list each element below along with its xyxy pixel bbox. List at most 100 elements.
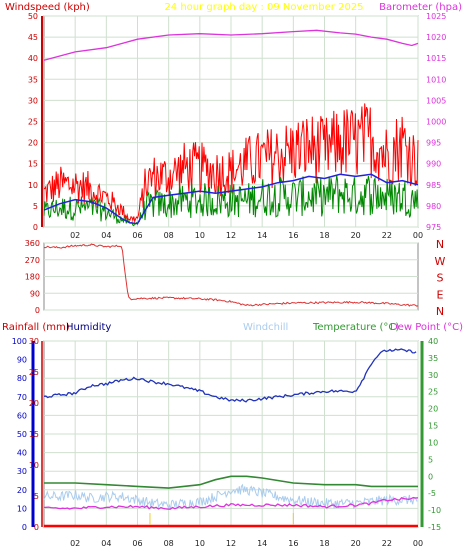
wind-direction-series	[43, 243, 419, 307]
windspeed-tick-label: 45	[28, 33, 38, 42]
barometer-tick-label: 990	[426, 160, 441, 169]
humidity-tick-label: 30	[17, 467, 27, 476]
barometer-axis-title: Barometer (hpa)	[379, 2, 462, 13]
humidity-tick-label: 100	[12, 337, 27, 346]
dewpoint-series	[43, 496, 419, 510]
temperature-tick-label: -10	[428, 506, 441, 515]
x-tick-label: 16	[288, 539, 298, 548]
x-tick-label: 04	[101, 231, 111, 240]
humidity-tick-label: 0	[22, 523, 27, 532]
windspeed-tick-label: 20	[28, 139, 38, 148]
humidity-axis-title: Humidity	[66, 322, 111, 333]
windchill-axis-title: Windchill	[243, 322, 288, 333]
x-tick-label: 14	[257, 539, 267, 548]
rainfall-axis-title: Rainfall (mm)	[2, 322, 70, 333]
x-tick-label: 04	[101, 539, 111, 548]
humidity-series	[43, 348, 417, 403]
x-tick-label: 20	[351, 231, 361, 240]
x-tick-label: 12	[226, 539, 236, 548]
barometer-tick-label: 1000	[426, 118, 446, 127]
wind-barometer-panel: 0510152025303540455097598098599099510001…	[28, 12, 447, 240]
compass-label: N	[436, 305, 444, 318]
temperature-tick-label: 0	[428, 472, 433, 481]
wind-speed-series	[43, 175, 419, 227]
temperature-tick-label: 35	[428, 354, 438, 363]
temperature-axis-title: Temperature (°C)	[312, 322, 399, 333]
x-tick-label: 06	[132, 231, 142, 240]
windspeed-tick-label: 40	[28, 54, 38, 63]
compass-label: N	[436, 238, 444, 251]
x-tick-label: 14	[257, 231, 267, 240]
x-tick-label: 06	[132, 539, 142, 548]
rainfall-tick-label: 0	[34, 523, 39, 532]
rainfall-tick-label: 10	[29, 461, 39, 470]
rainfall-tick-label: 25	[29, 368, 39, 377]
temperature-tick-label: -5	[428, 489, 436, 498]
x-tick-label: 02	[70, 231, 80, 240]
barometer-tick-label: 975	[426, 223, 441, 232]
graph-title: 24 hour graph day : 09 November 2025	[164, 2, 363, 13]
direction-tick-label: 90	[30, 289, 40, 298]
barometer-tick-label: 995	[426, 139, 441, 148]
wind-gust-series	[43, 103, 419, 224]
x-tick-label: 08	[164, 539, 174, 548]
temperature-tick-label: 30	[428, 371, 438, 380]
temperature-tick-label: 10	[428, 438, 438, 447]
x-tick-label: 00	[413, 539, 423, 548]
x-tick-label: 10	[195, 539, 205, 548]
humidity-tick-label: 70	[17, 393, 27, 402]
windspeed-tick-label: 5	[33, 202, 38, 211]
humidity-tick-label: 20	[17, 486, 27, 495]
x-tick-label: 22	[382, 231, 392, 240]
humidity-tick-label: 50	[17, 430, 27, 439]
windspeed-tick-label: 50	[28, 12, 38, 21]
rainfall-tick-label: 20	[29, 399, 39, 408]
temperature-tick-label: 25	[428, 388, 438, 397]
direction-tick-label: 360	[25, 239, 40, 248]
x-tick-label: 16	[288, 231, 298, 240]
dewpoint-axis-title: Dew Point (°C)	[390, 322, 463, 333]
barometer-tick-label: 1010	[426, 75, 446, 84]
humidity-temperature-panel: 0102030405060708090100051015202530-15-10…	[12, 337, 441, 548]
compass-label: S	[437, 272, 444, 285]
temperature-tick-label: 5	[428, 455, 433, 464]
humidity-tick-label: 80	[17, 374, 27, 383]
rainfall-tick-label: 15	[29, 430, 39, 439]
barometer-tick-label: 1015	[426, 54, 446, 63]
x-tick-label: 00	[413, 231, 423, 240]
barometer-tick-label: 1005	[426, 96, 446, 105]
barometer-tick-label: 1020	[426, 33, 446, 42]
temperature-tick-label: 20	[428, 405, 438, 414]
humidity-tick-label: 60	[17, 411, 27, 420]
x-tick-label: 10	[195, 231, 205, 240]
x-tick-label: 18	[319, 539, 329, 548]
x-tick-label: 12	[226, 231, 236, 240]
rainfall-tick-label: 30	[29, 337, 39, 346]
temperature-tick-label: 15	[428, 422, 438, 431]
temperature-tick-label: -15	[428, 523, 441, 532]
direction-tick-label: 270	[25, 256, 40, 265]
humidity-tick-label: 10	[17, 504, 27, 513]
windchill-series	[43, 483, 418, 510]
windspeed-axis-title: Windspeed (kph)	[5, 2, 90, 13]
temperature-tick-label: 40	[428, 337, 438, 346]
barometer-tick-label: 985	[426, 181, 441, 190]
windspeed-tick-label: 10	[28, 181, 38, 190]
x-tick-label: 02	[70, 539, 80, 548]
windspeed-tick-label: 15	[28, 160, 38, 169]
x-tick-label: 22	[382, 539, 392, 548]
humidity-tick-label: 40	[17, 449, 27, 458]
windspeed-tick-label: 0	[33, 223, 38, 232]
barometer-tick-label: 1025	[426, 12, 446, 21]
temperature-series	[44, 475, 418, 489]
barometer-tick-label: 980	[426, 202, 441, 211]
compass-label: W	[435, 255, 446, 268]
windspeed-tick-label: 25	[28, 118, 38, 127]
x-tick-label: 20	[351, 539, 361, 548]
compass-label: E	[437, 288, 444, 301]
humidity-tick-label: 90	[17, 356, 27, 365]
x-tick-label: 18	[319, 231, 329, 240]
x-tick-label: 08	[164, 231, 174, 240]
